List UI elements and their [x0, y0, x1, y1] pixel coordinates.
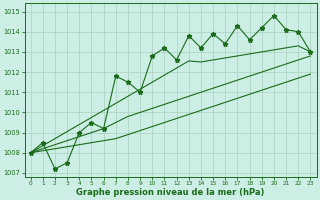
- X-axis label: Graphe pression niveau de la mer (hPa): Graphe pression niveau de la mer (hPa): [76, 188, 265, 197]
